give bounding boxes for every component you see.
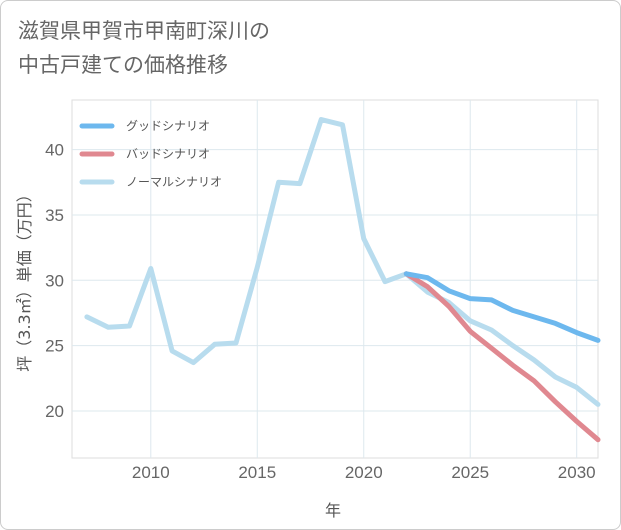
x-axis-label: 年 <box>325 501 341 520</box>
plot-area <box>71 99 599 459</box>
series-line-2 <box>403 271 601 443</box>
y-tick-label: 40 <box>45 141 64 160</box>
x-tick-label: 2025 <box>451 463 489 482</box>
chart-title-line-1: 滋賀県甲賀市甲南町深川の <box>18 19 270 43</box>
series-line-1 <box>403 271 601 343</box>
series-line-3 <box>84 117 601 407</box>
y-tick-label: 35 <box>45 206 64 225</box>
chart-title-line-2: 中古戸建ての価格推移 <box>18 53 228 77</box>
legend-label-3: ノーマルシナリオ <box>126 175 222 189</box>
y-tick-label: 30 <box>45 271 64 290</box>
y-tick-label: 25 <box>45 337 64 356</box>
y-axis-label: 坪（3.3㎡）単価（万円） <box>15 186 34 371</box>
x-tick-label: 2010 <box>132 463 170 482</box>
chart-title: 滋賀県甲賀市甲南町深川の 中古戸建ての価格推移 <box>18 14 538 82</box>
x-tick-label: 2030 <box>558 463 596 482</box>
legend-label-2: バッドシナリオ <box>126 147 210 161</box>
x-tick-label: 2020 <box>345 463 383 482</box>
series-lines <box>84 117 601 443</box>
x-tick-label: 2015 <box>238 463 276 482</box>
y-tick-label: 20 <box>45 402 64 421</box>
legend-label-1: グッドシナリオ <box>126 119 210 133</box>
